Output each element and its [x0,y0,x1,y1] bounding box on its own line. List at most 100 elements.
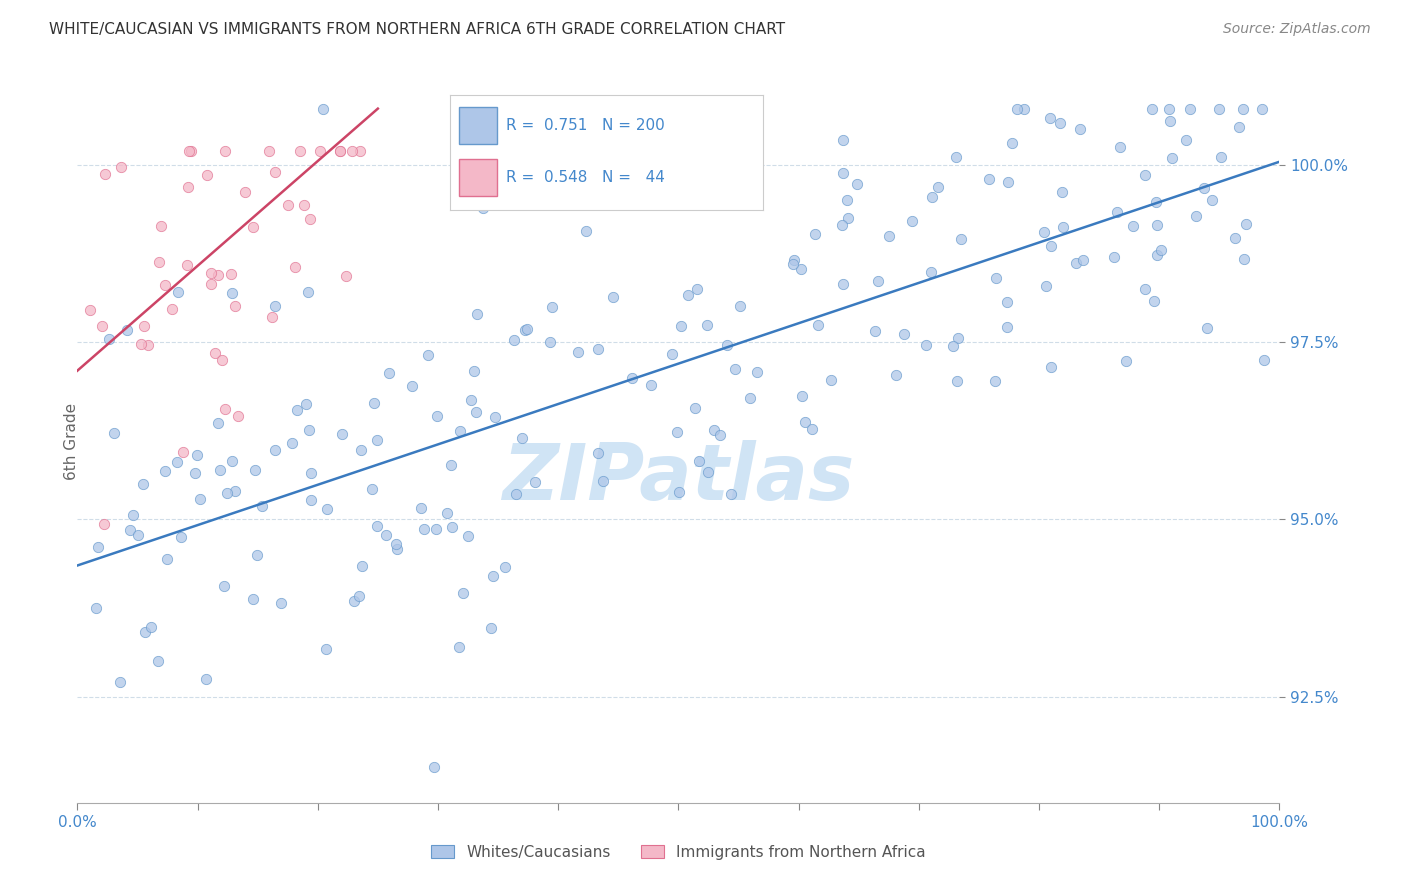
Point [1033,225,1056,239]
Point [132,318,155,333]
Text: WHITE/CAUCASIAN VS IMMIGRANTS FROM NORTHERN AFRICA 6TH GRADE CORRELATION CHART: WHITE/CAUCASIAN VS IMMIGRANTS FROM NORTH… [49,22,786,37]
Point [188,491,211,506]
Point [311,102,333,116]
Point [1251,102,1274,116]
Point [401,378,423,392]
Point [1160,151,1182,165]
Point [200,277,222,292]
Point [1209,150,1232,164]
Point [270,596,292,610]
Point [915,338,938,352]
Point [214,579,236,593]
Point [329,144,352,158]
Point [696,318,718,332]
Point [716,338,738,352]
Point [387,542,409,557]
Point [122,508,145,522]
Point [262,310,284,324]
Point [214,401,236,416]
Point [409,501,432,516]
Point [221,454,243,468]
Point [942,338,965,352]
Point [832,166,855,180]
Point [200,266,222,280]
Point [463,364,485,378]
Point [472,201,495,215]
Point [505,486,527,500]
Point [690,102,713,116]
Point [103,426,125,441]
Point [686,282,709,296]
Point [728,299,751,313]
Point [995,320,1018,334]
Point [245,463,267,477]
Point [343,593,366,607]
Point [285,403,308,417]
Point [465,307,488,321]
Point [224,483,246,498]
Point [927,179,949,194]
Point [138,337,160,351]
Point [1135,282,1157,296]
Point [1234,217,1257,231]
Point [297,285,319,299]
Point [294,397,316,411]
Point [139,619,162,633]
Point [207,268,229,283]
Point [1050,185,1073,199]
Point [349,442,371,457]
Point [129,337,152,351]
Point [207,417,229,431]
Point [602,290,624,304]
Point [349,144,371,158]
Point [194,672,217,686]
Text: ZIPatlas: ZIPatlas [502,440,855,516]
Point [586,342,609,356]
Point [242,592,264,607]
Point [1073,252,1095,267]
Point [738,391,761,405]
Point [110,160,132,174]
Point [884,368,907,383]
Point [945,150,967,164]
Point [211,352,233,367]
Point [1007,102,1029,116]
Point [1227,120,1250,134]
Point [366,433,388,447]
Legend: Whites/Caucasians, Immigrants from Northern Africa: Whites/Caucasians, Immigrants from North… [423,837,934,867]
Point [412,522,434,536]
Point [330,426,353,441]
Point [669,318,692,333]
Point [1115,354,1137,368]
Point [790,262,813,277]
Point [1049,116,1071,130]
Point [949,231,972,245]
Point [1040,239,1063,253]
Point [375,528,398,542]
Point [1035,278,1057,293]
Point [782,257,804,271]
Point [315,641,337,656]
Point [703,423,725,437]
Point [676,288,699,302]
Point [724,362,747,376]
Point [820,373,842,387]
Point [277,198,299,212]
Point [541,301,564,315]
Point [264,165,287,179]
Point [264,443,287,458]
Y-axis label: 6th Grade: 6th Grade [65,403,79,480]
Point [1133,168,1156,182]
Point [1192,181,1215,195]
Point [226,409,249,424]
Point [378,366,401,380]
Point [524,475,547,489]
Point [1253,353,1275,368]
Point [575,224,598,238]
Point [1146,248,1168,262]
Point [1144,195,1167,210]
Text: Source: ZipAtlas.com: Source: ZipAtlas.com [1223,22,1371,37]
Point [246,549,269,563]
Point [335,268,357,283]
Point [846,177,869,191]
